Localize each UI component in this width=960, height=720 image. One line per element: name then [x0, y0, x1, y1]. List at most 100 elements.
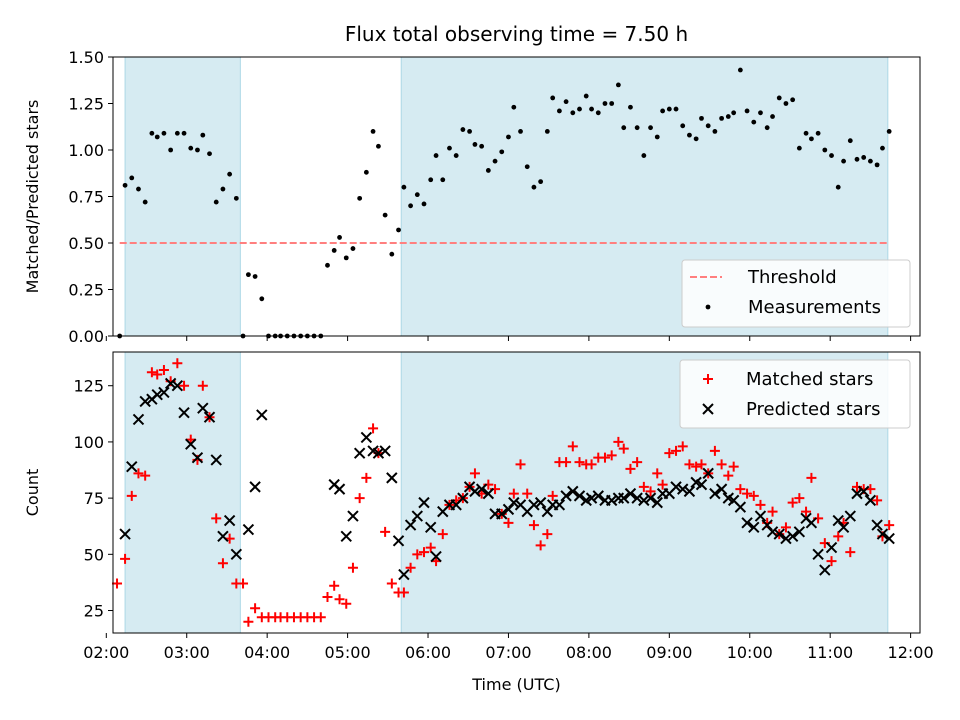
matched-star-point	[872, 495, 883, 506]
predicted-star-point	[741, 517, 753, 529]
x-tick-label: 10:00	[727, 643, 773, 662]
legend-matched-label: Matched stars	[746, 369, 873, 390]
predicted-star-point	[766, 526, 779, 538]
measurement-point	[751, 119, 757, 125]
matched-star-point	[547, 490, 558, 501]
legend-matched-swatch	[703, 374, 713, 384]
matched-star-point	[599, 452, 610, 463]
measurement-point	[227, 171, 233, 177]
predicted-star-point	[411, 510, 424, 522]
predicted-star-point	[528, 499, 540, 511]
x-tick-label: 07:00	[485, 643, 531, 662]
measurement-point	[809, 136, 814, 142]
predicted-star-point	[372, 447, 385, 459]
measurement-point	[357, 195, 363, 201]
measurement-point	[699, 115, 704, 121]
measurement-point	[744, 108, 750, 114]
measurement-point	[259, 296, 265, 302]
top-shaded-interval	[124, 56, 241, 337]
bottom-y-tick-label: 50	[84, 545, 104, 564]
legend-threshold-label: Threshold	[747, 267, 837, 288]
matched-star-point	[780, 522, 791, 533]
x-axis-label: Time (UTC)	[471, 675, 560, 694]
matched-star-point	[140, 470, 151, 481]
measurement-point	[847, 138, 853, 144]
matched-star-point	[437, 529, 448, 540]
matched-star-point	[120, 553, 131, 564]
predicted-star-point	[573, 490, 586, 502]
matched-star-point	[133, 468, 144, 479]
predicted-star-point	[457, 492, 469, 504]
predicted-star-point	[508, 496, 520, 509]
matched-star-point	[368, 423, 379, 434]
predicted-star-point	[256, 409, 268, 421]
measurement-point	[161, 130, 167, 136]
measurement-point	[511, 104, 517, 110]
matched-star-point	[425, 542, 436, 553]
predicted-star-point	[151, 389, 163, 401]
measurement-point	[841, 158, 846, 164]
predicted-star-point	[178, 406, 190, 419]
measurement-point	[615, 82, 621, 88]
measurement-point	[660, 108, 666, 114]
bottom-panel: 25 50 75 100 125 02:00 03:00 04:00 05:00 06:00 07:…	[23, 351, 934, 662]
matched-star-point	[217, 558, 228, 569]
matched-star-point	[361, 472, 372, 483]
predicted-star-point	[851, 487, 863, 500]
legend-measurements-label: Measurements	[748, 297, 881, 318]
predicted-star-point	[605, 494, 618, 507]
predicted-star-point	[379, 445, 391, 457]
matched-star-point	[179, 380, 190, 391]
predicted-star-point	[644, 492, 657, 504]
predicted-star-point	[876, 528, 889, 540]
measurement-point	[680, 123, 686, 129]
matched-star-point	[638, 481, 649, 492]
matched-star-point	[606, 450, 617, 461]
measurement-point	[428, 177, 434, 183]
predicted-star-point	[715, 483, 728, 495]
measurement-point	[524, 164, 530, 170]
matched-star-point	[238, 578, 249, 589]
matched-star-point	[112, 578, 123, 589]
matched-star-point	[197, 380, 208, 391]
x-tick-label: 05:00	[325, 643, 371, 662]
measurement-point	[154, 134, 160, 140]
measurement-point	[577, 106, 582, 112]
matched-star-point	[315, 612, 326, 623]
predicted-star-point	[819, 564, 831, 576]
matched-star-point	[508, 488, 519, 499]
measurement-point	[325, 262, 330, 268]
predicted-star-point	[404, 519, 417, 531]
matched-star-point	[126, 490, 137, 501]
predicted-star-point	[624, 487, 637, 500]
matched-star-point	[806, 472, 817, 483]
predicted-star-point	[793, 526, 806, 538]
matched-star-point	[794, 493, 805, 504]
matched-star-point	[845, 547, 856, 558]
predicted-star-point	[223, 514, 236, 527]
measurement-point	[854, 156, 860, 162]
predicted-star-point	[805, 517, 818, 529]
measurement-point	[712, 129, 718, 134]
measurement-point	[122, 182, 128, 188]
measurement-point	[252, 274, 258, 279]
measurement-point	[142, 199, 148, 205]
matched-star-point	[329, 580, 340, 591]
measurement-point	[687, 132, 692, 138]
predicted-star-point	[651, 496, 663, 509]
matched-star-point	[419, 547, 430, 558]
predicted-star-point	[670, 481, 682, 493]
predicted-star-point	[883, 532, 895, 545]
predicted-star-point	[786, 530, 799, 543]
predicted-star-point	[430, 550, 442, 563]
matched-star-point	[652, 468, 663, 479]
measurement-point	[447, 145, 452, 151]
matched-star-point	[728, 461, 739, 472]
predicted-star-point	[475, 483, 488, 495]
chart-title: Flux total observing time = 7.50 h	[345, 22, 688, 46]
predicted-star-point	[360, 431, 373, 444]
matched-star-point	[542, 529, 553, 540]
matched-star-point	[503, 517, 514, 528]
top-y-tick-label: 0.75	[68, 188, 104, 207]
matched-star-point	[787, 497, 798, 508]
